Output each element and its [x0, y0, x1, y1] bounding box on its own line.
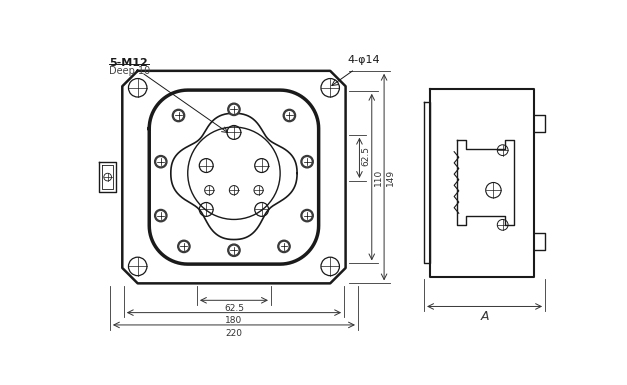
Circle shape	[301, 156, 314, 168]
Circle shape	[230, 105, 238, 113]
Circle shape	[228, 103, 240, 116]
Text: Deep 10: Deep 10	[109, 66, 150, 76]
Circle shape	[280, 243, 288, 250]
Text: 180: 180	[225, 316, 243, 325]
Text: 5-M12: 5-M12	[109, 58, 148, 68]
Circle shape	[301, 209, 314, 222]
Circle shape	[155, 209, 167, 222]
Circle shape	[157, 212, 165, 219]
Circle shape	[285, 112, 293, 119]
Text: 62.5: 62.5	[224, 304, 244, 313]
Circle shape	[172, 109, 185, 122]
Circle shape	[303, 158, 311, 166]
Circle shape	[155, 156, 167, 168]
Circle shape	[177, 240, 190, 253]
Circle shape	[283, 109, 295, 122]
Circle shape	[278, 240, 290, 253]
Circle shape	[228, 244, 240, 256]
Text: 149: 149	[386, 169, 396, 186]
Text: 110: 110	[374, 169, 383, 186]
Circle shape	[175, 112, 182, 119]
Circle shape	[180, 243, 187, 250]
Text: 4-φ14: 4-φ14	[347, 55, 380, 65]
Circle shape	[230, 246, 238, 254]
Circle shape	[157, 158, 165, 166]
Text: 220: 220	[226, 329, 243, 338]
Text: 62.5: 62.5	[362, 146, 371, 166]
Text: A: A	[480, 310, 489, 323]
Circle shape	[303, 212, 311, 219]
